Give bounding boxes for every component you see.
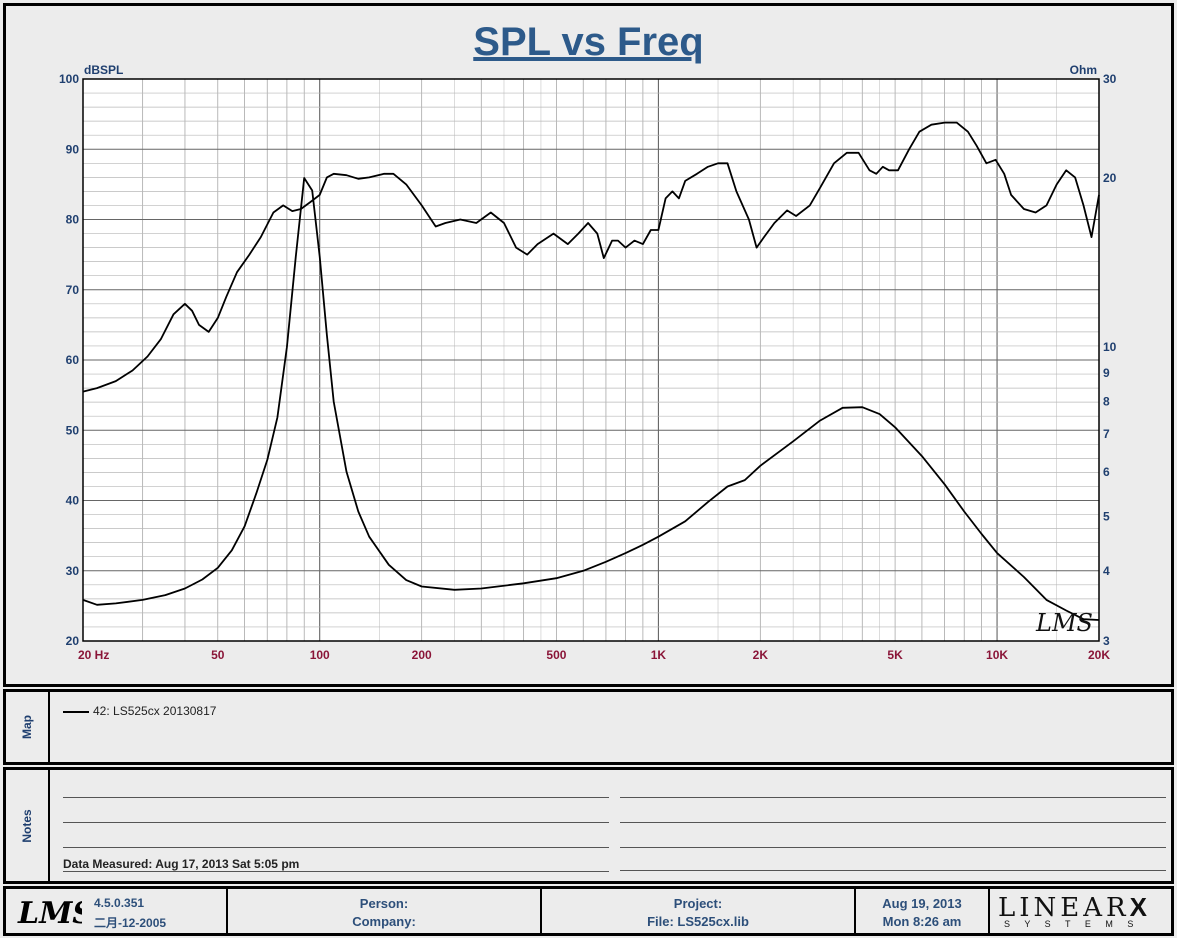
x-tick-label: 1K xyxy=(651,648,667,662)
y-right-tick-label: 30 xyxy=(1103,72,1117,86)
y-left-tick-label: 20 xyxy=(66,634,80,648)
y-left-tick-label: 30 xyxy=(66,564,80,578)
brand-name: LINEAR xyxy=(998,893,1130,923)
y-left-tick-label: 60 xyxy=(66,353,80,367)
y-right-tick-label: 7 xyxy=(1103,427,1110,441)
y-left-tick-label: 80 xyxy=(66,213,80,227)
y-left-tick-label: 50 xyxy=(66,423,80,437)
y-right-tick-label: 6 xyxy=(1103,465,1110,479)
chart-panel: SPL vs Freq 20 30 40 50 60 70 80 90 100 dBSPL 3 4 5 6… xyxy=(3,3,1174,687)
footer-date-cell: Aug 19, 2013 Mon 8:26 am xyxy=(856,889,990,933)
data-measured-text: Data Measured: Aug 17, 2013 Sat 5:05 pm xyxy=(63,857,300,871)
linearx-logo: LINEARX S Y S T E M S xyxy=(990,889,1171,933)
x-tick-label: 20 Hz xyxy=(78,648,109,662)
brand-x-mark: X xyxy=(1129,892,1151,922)
lms-logo: LMS xyxy=(17,896,82,931)
y-left-tick-label: 90 xyxy=(66,142,80,156)
lms-signature: LMS xyxy=(1035,609,1093,637)
chart-title: SPL vs Freq xyxy=(473,20,704,64)
impedance-curve xyxy=(82,177,1100,621)
footer-person-cell: Person: Company: xyxy=(228,889,542,933)
spl-curve xyxy=(82,121,1100,393)
note-line xyxy=(63,822,609,823)
note-line xyxy=(620,847,1166,848)
y-right-tick-label: 9 xyxy=(1103,366,1110,380)
file-label: File: LS525cx.lib xyxy=(647,914,749,929)
software-version: 4.5.0.351 xyxy=(94,896,145,910)
person-label: Person: xyxy=(359,896,409,911)
note-line xyxy=(620,870,1166,871)
note-line xyxy=(63,871,609,872)
print-date: Aug 19, 2013 xyxy=(882,896,962,911)
x-tick-label: 50 xyxy=(211,648,225,662)
y-right-tick-label: 20 xyxy=(1103,171,1117,185)
x-tick-label: 2K xyxy=(753,648,769,662)
y-left-tick-label: 100 xyxy=(59,72,79,86)
y-left-tick-label: 70 xyxy=(66,283,80,297)
x-tick-label: 10K xyxy=(986,648,1008,662)
legend-line-swatch xyxy=(63,710,89,713)
legend-entry-text: 42: LS525cx 20130817 xyxy=(93,704,217,718)
x-tick-label: 5K xyxy=(887,648,903,662)
plot-border xyxy=(82,78,1100,642)
note-line xyxy=(620,797,1166,798)
y-right-axis-label: Ohm xyxy=(1070,63,1097,77)
footer-version-cell: LMS 4.5.0.351 二月-12-2005 xyxy=(6,889,228,933)
company-label: Company: xyxy=(352,914,416,929)
software-build-date: 二月-12-2005 xyxy=(94,916,167,930)
legend-entry: 42: LS525cx 20130817 xyxy=(63,704,216,718)
brand-subtitle: S Y S T E M S xyxy=(1004,919,1140,929)
x-tick-label: 200 xyxy=(412,648,432,662)
map-side-label: Map xyxy=(6,692,50,762)
footer-project-cell: Project: File: LS525cx.lib xyxy=(542,889,856,933)
x-tick-label: 500 xyxy=(546,648,566,662)
note-line xyxy=(63,847,609,848)
y-right-tick-label: 4 xyxy=(1103,564,1110,578)
y-right-tick-label: 5 xyxy=(1103,509,1110,523)
note-line xyxy=(620,822,1166,823)
y-right-tick-label: 10 xyxy=(1103,340,1117,354)
x-tick-label: 100 xyxy=(310,648,330,662)
y-left-axis-label: dBSPL xyxy=(84,63,123,77)
footer-panel: LMS 4.5.0.351 二月-12-2005 Person: Company… xyxy=(3,886,1174,936)
map-panel: Map 42: LS525cx 20130817 xyxy=(3,689,1174,765)
notes-panel: Notes Data Measured: Aug 17, 2013 Sat 5:… xyxy=(3,767,1174,884)
spl-impedance-chart: 20 30 40 50 60 70 80 90 100 dBSPL 3 4 5 6 7 8 9 10 20 30 Ohm… xyxy=(59,63,1117,662)
svg-text:LMS: LMS xyxy=(17,896,82,931)
notes-side-label: Notes xyxy=(6,770,50,881)
print-time: Mon 8:26 am xyxy=(882,914,962,929)
note-line xyxy=(63,797,609,798)
y-right-tick-label: 8 xyxy=(1103,395,1110,409)
y-left-tick-label: 40 xyxy=(66,494,80,508)
y-right-tick-label: 3 xyxy=(1103,634,1110,648)
project-label: Project: xyxy=(673,896,723,911)
x-tick-label: 20K xyxy=(1088,648,1110,662)
